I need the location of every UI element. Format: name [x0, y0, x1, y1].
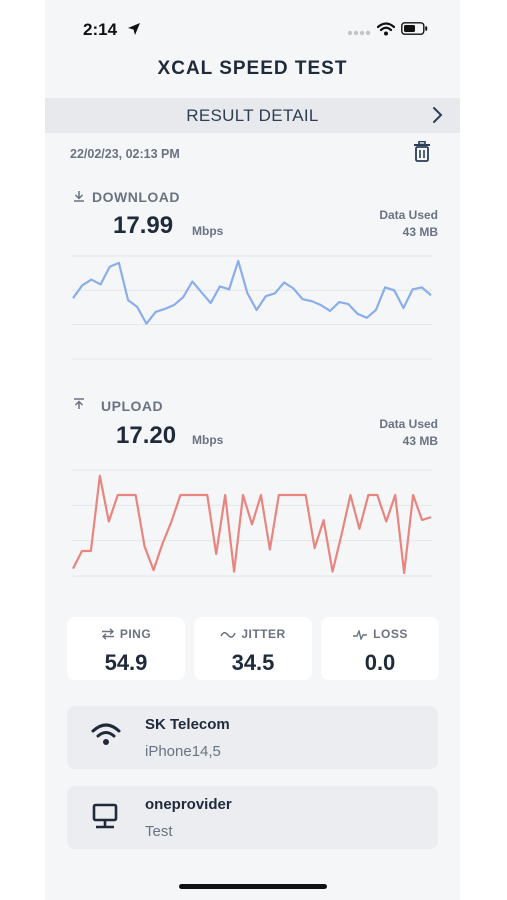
cellular-signal-icon	[347, 30, 371, 36]
wave-icon	[220, 632, 237, 638]
pulse-icon	[353, 628, 368, 642]
download-value: 17.99	[113, 212, 174, 239]
server-card: oneprovider Test	[67, 786, 438, 849]
upload-chart	[72, 469, 432, 577]
upload-data-used-value: 43 MB	[402, 434, 438, 448]
loss-header: LOSS	[321, 627, 439, 642]
upload-unit: Mbps	[192, 433, 224, 447]
device-name: iPhone14,5	[145, 743, 221, 760]
download-label: DOWNLOAD	[92, 189, 180, 205]
upload-label: UPLOAD	[101, 398, 164, 414]
jitter-header: JITTER	[194, 627, 312, 641]
network-card: SK Telecom iPhone14,5	[67, 706, 438, 769]
loss-value: 0.0	[364, 650, 396, 675]
download-unit: Mbps	[192, 224, 224, 238]
loss-label: LOSS	[373, 627, 408, 641]
wifi-status-icon	[377, 22, 395, 36]
result-datetime: 22/02/23, 02:13 PM	[70, 147, 180, 161]
download-icon	[74, 191, 84, 202]
result-detail-bar[interactable]: RESULT DETAIL	[45, 98, 460, 133]
status-bar: 2:14	[45, 0, 460, 58]
ping-header: PING	[67, 627, 185, 641]
result-detail-title: RESULT DETAIL	[186, 105, 319, 125]
status-time: 2:14	[83, 20, 118, 39]
network-name: SK Telecom	[145, 716, 230, 733]
location-arrow-icon	[128, 23, 140, 35]
battery-icon	[401, 22, 428, 35]
app-title: XCAL SPEED TEST	[157, 58, 348, 79]
phone-screen: 2:14 XCAL SPEED TEST RESULT DETAIL 22/02…	[45, 0, 460, 900]
jitter-card: JITTER 34.5	[194, 617, 312, 680]
server-name: oneprovider	[145, 796, 232, 813]
download-chart	[72, 255, 432, 360]
upload-value: 17.20	[116, 422, 177, 449]
download-data-used-value: 43 MB	[402, 225, 438, 239]
download-data-used-label: Data Used	[379, 208, 438, 222]
upload-icon	[74, 398, 84, 409]
ping-label: PING	[119, 627, 152, 641]
server-location: Test	[145, 823, 173, 840]
trash-icon[interactable]	[413, 141, 431, 163]
jitter-label: JITTER	[241, 627, 286, 641]
chevron-right-icon[interactable]	[432, 106, 444, 124]
upload-data-used: Data Used 43 MB	[379, 416, 438, 450]
loss-card: LOSS 0.0	[321, 617, 439, 680]
ping-card: PING 54.9	[67, 617, 185, 680]
monitor-icon	[92, 803, 118, 829]
download-data-used: Data Used 43 MB	[379, 207, 438, 241]
download-chart-series-line	[72, 259, 432, 325]
wifi-icon	[91, 723, 121, 745]
jitter-value: 34.5	[231, 650, 275, 675]
upload-data-used-label: Data Used	[379, 417, 438, 431]
home-indicator	[179, 884, 327, 889]
ping-value: 54.9	[104, 650, 148, 675]
arrows-exchange-icon	[101, 628, 114, 640]
